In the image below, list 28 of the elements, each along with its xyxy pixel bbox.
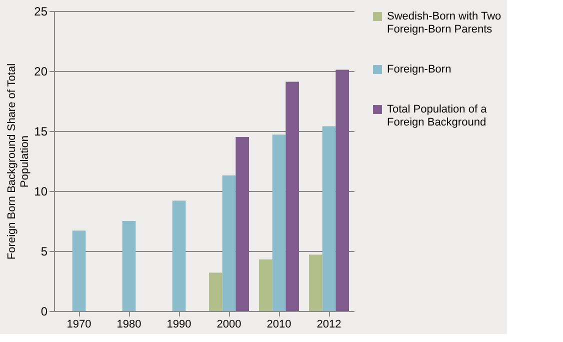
bar — [72, 230, 86, 311]
bar — [172, 200, 186, 311]
bar — [222, 175, 236, 311]
y-tick-label: 20 — [34, 64, 48, 78]
x-tick-label: 2010 — [266, 318, 292, 330]
bar — [209, 272, 222, 311]
bar — [286, 82, 299, 311]
x-tick-label: 1970 — [66, 318, 92, 330]
y-tick-label: 5 — [40, 244, 48, 258]
y-tick-label: 10 — [34, 184, 48, 198]
bar — [236, 137, 249, 311]
bar — [272, 134, 286, 311]
x-tick-label: 2000 — [216, 318, 242, 330]
bar — [336, 70, 349, 311]
x-tick-label: 1980 — [116, 318, 142, 330]
bar — [322, 126, 336, 311]
y-tick-label: 15 — [34, 124, 48, 138]
legend-label: Total Population of a Foreign Background — [387, 104, 488, 128]
bar — [122, 221, 136, 311]
y-tick-label: 25 — [34, 4, 48, 18]
x-tick-label: 2012 — [316, 318, 342, 330]
legend-label: Foreign-Born — [387, 64, 452, 76]
x-tick-label: 1990 — [166, 318, 192, 330]
bar — [309, 254, 322, 311]
legend-label: Swedish-Born with Two Foreign-Born Parents — [387, 10, 502, 36]
y-axis-title: Foreign Born Background Share of Total Population — [6, 63, 32, 260]
bar — [259, 259, 272, 311]
y-tick-label: 0 — [40, 304, 48, 318]
